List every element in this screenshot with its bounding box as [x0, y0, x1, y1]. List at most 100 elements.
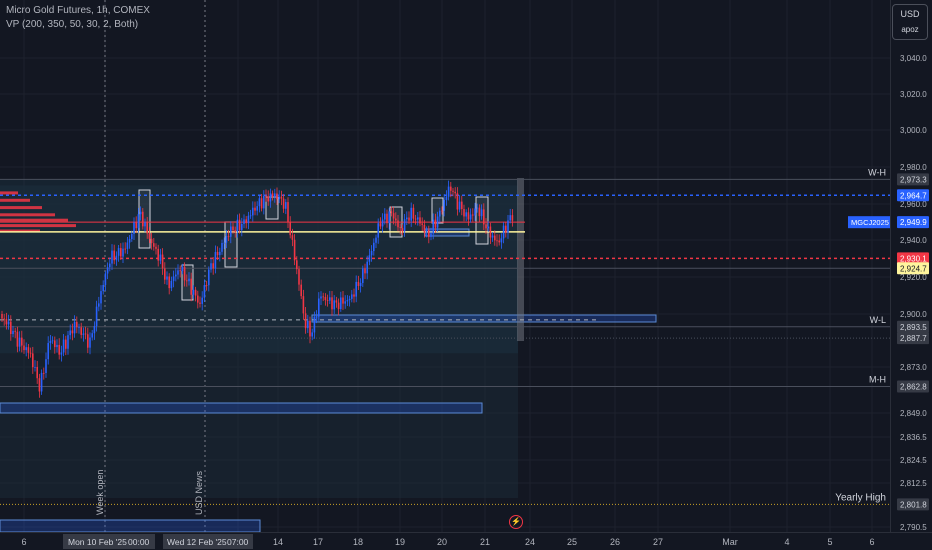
candle-body	[423, 224, 426, 233]
candle-body	[76, 321, 78, 328]
price-label-text: 2,949.9	[900, 218, 927, 227]
lightning-icon[interactable]: ⚡	[509, 515, 523, 529]
candle-body	[190, 278, 192, 295]
time-scale[interactable]: 6 14 17 18 19 20 21 24 25 26 27 Mar 4 5 6 Mon 10 Feb '2…	[0, 532, 932, 550]
price-label-28877: 2,887.7	[897, 332, 929, 345]
price-label-bg	[897, 498, 929, 511]
cursor-label-time: 00:00	[128, 537, 150, 547]
candlesticks	[1, 180, 514, 398]
candle-body	[36, 366, 38, 379]
candle-body	[65, 339, 67, 349]
candle-body	[469, 214, 472, 220]
price-tick: 3,020.0	[900, 90, 927, 99]
candle-body	[399, 227, 401, 229]
candle-body	[278, 196, 280, 200]
candle-body	[432, 219, 434, 234]
candle-body	[353, 294, 355, 297]
candle-body	[219, 251, 221, 256]
candle-body	[49, 340, 52, 344]
candle-body	[304, 313, 307, 329]
candle-body	[452, 190, 454, 192]
price-label-text: 2,964.7	[900, 191, 927, 200]
price-label-bg	[897, 332, 929, 345]
volume-profile-bars	[0, 191, 76, 233]
time-tick: 26	[610, 537, 620, 547]
candle-body	[362, 268, 364, 283]
candle-body	[414, 218, 417, 220]
candle-body	[467, 212, 470, 220]
symbol-title[interactable]: Micro Gold Futures, 1h, COMEX	[6, 5, 150, 16]
price-scale[interactable]: 3,040.0 3,020.0 3,000.0 2,980.0 2,960.0 2,940…	[890, 0, 932, 532]
price-label-text: 2,930.1	[900, 254, 927, 263]
candle-body	[12, 330, 14, 335]
candle-body	[298, 269, 300, 285]
candle-body	[98, 303, 100, 307]
candle-body	[155, 246, 157, 249]
candle-body	[408, 217, 410, 221]
candle-body	[18, 337, 21, 347]
volume-profile-bar	[0, 229, 40, 233]
volume-profile-indicator-label[interactable]: VP (200, 350, 50, 30, 2, Both)	[6, 19, 139, 30]
candle-body	[359, 282, 362, 286]
candle-body	[157, 248, 159, 261]
candle-body	[458, 201, 461, 210]
candle-body	[212, 263, 214, 269]
candle-body	[124, 248, 126, 250]
price-label-bg	[897, 380, 929, 393]
candle-body	[82, 333, 85, 335]
candle-body	[489, 226, 492, 238]
candle-body	[144, 222, 146, 227]
candle-body	[315, 316, 318, 318]
candle-body	[139, 211, 142, 215]
candle-body	[375, 237, 377, 243]
candle-body	[122, 248, 124, 257]
price-tick: 2,812.5	[900, 479, 927, 488]
candle-body	[311, 332, 313, 337]
candle-body	[439, 210, 441, 217]
candle-body	[128, 239, 131, 243]
price-tick: 3,040.0	[900, 54, 927, 63]
time-tick: 25	[567, 537, 577, 547]
candle-body	[62, 339, 65, 353]
candle-body	[137, 214, 140, 229]
candle-body	[208, 269, 210, 286]
candle-body	[434, 219, 437, 228]
chart-legend: Micro Gold Futures, 1h, COMEX VP (200, 3…	[6, 4, 150, 32]
time-tick: 19	[395, 537, 405, 547]
cursor-label-date: Mon 10 Feb '25	[68, 537, 127, 547]
candle-body	[436, 216, 439, 228]
candle-body	[126, 242, 129, 249]
cursor-label-bg	[163, 534, 253, 549]
candle-body	[267, 196, 269, 202]
candle-body	[100, 291, 102, 304]
time-tick: 4	[784, 537, 789, 547]
candle-body	[120, 248, 122, 257]
volume-profile-bar	[0, 213, 55, 217]
currency-unit-button[interactable]: USD apoz	[892, 4, 928, 40]
candle-body	[384, 213, 386, 220]
time-tick: 27	[653, 537, 663, 547]
candle-body	[109, 263, 111, 268]
candle-body	[377, 223, 379, 238]
price-label-28018: 2,801.8	[897, 498, 929, 511]
currency-label: USD	[900, 9, 920, 19]
cursor-label-date: Wed 12 Feb '25	[167, 537, 227, 547]
price-tick: 2,790.5	[900, 523, 927, 532]
candle-body	[40, 372, 43, 392]
candle-body	[447, 186, 450, 197]
candle-body	[43, 372, 45, 374]
projection-bar	[517, 178, 524, 341]
candle-body	[379, 223, 382, 227]
candle-body	[89, 337, 91, 348]
price-chart[interactable]: W-H W-L M-H Yearly High Week open USD News MGC…	[0, 0, 890, 532]
candle-body	[10, 321, 12, 335]
candle-body	[355, 281, 357, 297]
candle-body	[324, 296, 327, 301]
candle-body	[227, 236, 230, 237]
time-tick: 14	[273, 537, 283, 547]
price-label-text: 2,801.8	[900, 500, 927, 509]
candle-body	[419, 217, 421, 224]
candle-body	[1, 314, 3, 319]
candle-body	[197, 295, 199, 303]
